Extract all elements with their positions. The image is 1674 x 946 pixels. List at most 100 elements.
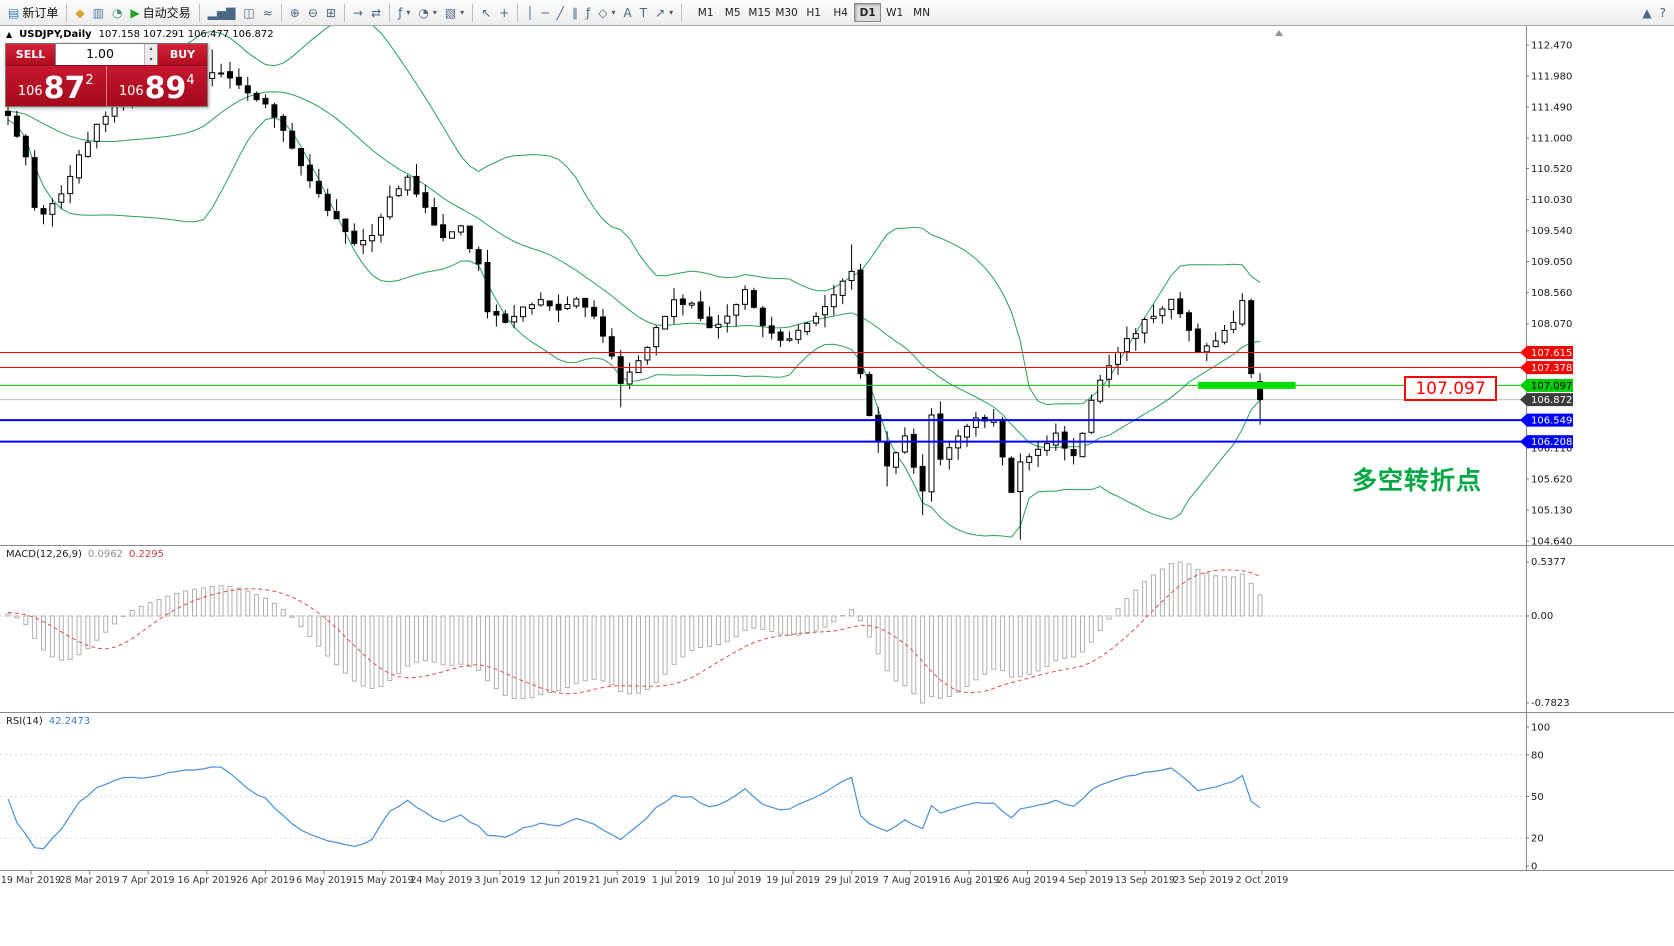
candle-body [1115, 351, 1121, 365]
dropdown-arrow-icon[interactable]: ▾ [460, 8, 465, 17]
buy-price-sup: 4 [186, 73, 195, 88]
bollinger-lower-band [7, 117, 1261, 538]
toolbar-separator [389, 3, 391, 22]
macd-title: MACD(12,26,9) [6, 549, 82, 560]
volume-value[interactable]: 1.00 [86, 46, 114, 61]
rsi-line [7, 766, 1261, 850]
candle-body [102, 115, 109, 125]
sell-button[interactable]: SELL [6, 44, 55, 65]
candle-body [1186, 312, 1192, 331]
candle-body [1239, 300, 1246, 325]
time-axis-label: 3 Jun 2019 [474, 875, 525, 886]
indicators-button[interactable]: ƒ ▾ [394, 2, 414, 24]
price-level-label[interactable]: 107.097 [1404, 376, 1497, 401]
line-chart-button[interactable]: ≈ [259, 2, 277, 24]
zoom-in-button[interactable]: ⊕ [286, 2, 304, 24]
dropdown-arrow-icon[interactable]: ▾ [432, 8, 437, 17]
timeframe-h1[interactable]: H1 [806, 6, 821, 19]
arrows-button[interactable]: ↗ ▾ [651, 2, 677, 24]
candle-body [271, 104, 278, 118]
rsi-axis-label: 20 [1531, 834, 1544, 845]
price-axis-badge-106.208: 106.208 [1520, 435, 1573, 449]
candle-body [280, 115, 287, 131]
periods-button[interactable]: ◔ ▾ [414, 2, 441, 24]
auto-trading-button[interactable]: ▶ 自动交易 [126, 2, 194, 24]
buy-button[interactable]: BUY [158, 44, 207, 65]
timeframe-h4[interactable]: H4 [833, 6, 848, 19]
strategy-tester-button[interactable]: ◔ [108, 2, 126, 24]
price-axis-badge-107.378: 107.378 [1520, 361, 1573, 375]
dropdown-arrow-icon[interactable]: ▾ [669, 8, 674, 17]
help-icon: ? [1659, 5, 1666, 20]
metaeditor-icon-button[interactable]: ◆ [71, 2, 88, 24]
highlight-zone[interactable] [1197, 381, 1296, 389]
time-axis-label: 10 Jul 2019 [708, 875, 762, 886]
tile-windows-button[interactable]: ⊞ [322, 2, 340, 24]
buy-price-big: 89 [144, 70, 187, 106]
chart-shift-marker[interactable] [1275, 30, 1283, 36]
dock-up-icon: ▲ [1642, 5, 1652, 20]
candles-layer[interactable] [5, 49, 1264, 540]
help-button[interactable]: ? [1656, 2, 1670, 24]
chart-shift-icon: ⇄ [371, 5, 382, 20]
dropdown-arrow-icon[interactable]: ▾ [611, 8, 616, 17]
candle-body [40, 208, 47, 215]
templates-button[interactable]: ▧ ▾ [441, 2, 468, 24]
timeframe-m30[interactable]: M30 [775, 6, 798, 19]
toolbar-separator [472, 3, 474, 22]
buy-price-display[interactable]: 106 89 4 [106, 66, 207, 106]
vertical-line-button[interactable]: │ [522, 2, 537, 24]
zoom-out-button[interactable]: ⊖ [304, 2, 322, 24]
timeframe-mn[interactable]: MN [913, 6, 931, 19]
candle-body [750, 290, 757, 308]
candle-body [1070, 449, 1077, 457]
dock-up-button[interactable]: ▲ [1638, 2, 1655, 24]
timeframe-m1[interactable]: M1 [697, 6, 714, 19]
fibonacci-icon: ƒ [586, 5, 591, 20]
timeframe-d1[interactable]: D1 [854, 3, 882, 22]
toolbar-separator [681, 3, 683, 22]
volume-down-button[interactable]: ▾ [145, 54, 157, 65]
candlestick-chart-icon: ◫ [243, 5, 255, 20]
price-axis-label: 104.640 [1531, 537, 1572, 548]
price-axis[interactable]: 112.470 111.980 111.490 111.000 110.520 110.0… [1520, 41, 1573, 873]
candle-body [5, 110, 11, 116]
price-axis-label: 110.030 [1531, 195, 1572, 206]
chart-shift-button[interactable]: ⇄ [367, 2, 385, 24]
text-label-button[interactable]: T [636, 2, 651, 24]
dropdown-arrow-icon[interactable]: ▾ [406, 8, 411, 17]
candle-body [67, 175, 74, 195]
timeframe-m15[interactable]: M15 [748, 6, 771, 19]
one-click-panel-toggle-icon[interactable]: ▲ [6, 30, 13, 39]
price-axis-label: 111.980 [1531, 72, 1572, 83]
sell-price-display[interactable]: 106 87 2 [6, 66, 107, 106]
cursor-button[interactable]: ↖ [477, 2, 495, 24]
fibonacci-button[interactable]: ƒ [582, 2, 594, 24]
svg-text:107.615: 107.615 [1531, 348, 1572, 359]
bollinger-middle-band [7, 91, 1261, 449]
time-axis-label: 15 May 2019 [352, 875, 414, 886]
candlestick-chart-button[interactable]: ◫ [239, 2, 258, 24]
new-order-button[interactable]: ▤ 新订单 [4, 2, 62, 24]
candle-body [582, 297, 589, 308]
horizontal-line-button[interactable]: ─ [538, 2, 553, 24]
text-button[interactable]: A [620, 2, 636, 24]
volume-up-button[interactable]: ▴ [145, 44, 157, 55]
turning-point-annotation[interactable]: 多空转折点 [1352, 466, 1483, 495]
shapes-button[interactable]: ◇ ▾ [594, 2, 619, 24]
data-window-button[interactable]: ▥ [89, 2, 108, 24]
toolbar-separator [280, 3, 282, 22]
channel-button[interactable]: ∥ [568, 2, 582, 24]
auto-scroll-button[interactable]: → [349, 2, 367, 24]
bar-chart-button[interactable]: ▂▅▇ [204, 2, 240, 24]
candle-body [546, 300, 553, 307]
candle-body [1177, 298, 1184, 315]
volume-field[interactable]: 1.00 ▴ ▾ [55, 44, 158, 65]
price-axis-badge-106.872: 106.872 [1520, 393, 1573, 407]
timeframe-w1[interactable]: W1 [886, 6, 904, 19]
timeframe-m5[interactable]: M5 [724, 6, 741, 19]
trendline-button[interactable]: ╱ [553, 2, 568, 24]
crosshair-button[interactable]: + [495, 2, 513, 24]
